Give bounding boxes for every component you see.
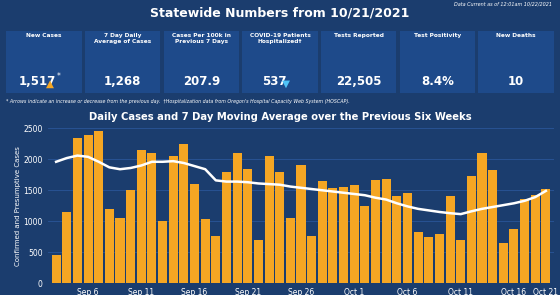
Bar: [83, 135, 92, 283]
Text: New Deaths: New Deaths: [496, 33, 536, 38]
Text: ▼: ▼: [282, 78, 290, 88]
Text: Statewide Numbers from 10/21/2021: Statewide Numbers from 10/21/2021: [150, 7, 410, 20]
Bar: [542, 189, 550, 283]
Bar: [62, 212, 71, 283]
Bar: [94, 132, 103, 283]
Bar: [200, 219, 209, 283]
Bar: [232, 153, 242, 283]
Bar: [520, 199, 529, 283]
Bar: [414, 232, 423, 283]
Bar: [488, 170, 497, 283]
Bar: [403, 194, 412, 283]
Text: New Cases: New Cases: [26, 33, 62, 38]
Bar: [510, 229, 519, 283]
Bar: [456, 240, 465, 283]
Bar: [328, 188, 338, 283]
Bar: [158, 221, 167, 283]
Bar: [467, 176, 476, 283]
Text: 1,268: 1,268: [104, 76, 141, 88]
Bar: [360, 206, 370, 283]
Bar: [446, 196, 455, 283]
Bar: [275, 172, 284, 283]
Bar: [169, 156, 178, 283]
Bar: [349, 185, 359, 283]
Text: 8.4%: 8.4%: [421, 76, 454, 88]
Bar: [424, 237, 433, 283]
Text: * Arrows indicate an increase or decrease from the previous day.  †Hospitalizati: * Arrows indicate an increase or decreas…: [6, 99, 349, 104]
Bar: [435, 234, 444, 283]
Text: 10: 10: [508, 76, 524, 88]
Text: Tests Reported: Tests Reported: [334, 33, 384, 38]
Bar: [73, 137, 82, 283]
Text: Cases Per 100k in
Previous 7 Days: Cases Per 100k in Previous 7 Days: [172, 33, 231, 44]
Bar: [264, 156, 274, 283]
Bar: [393, 196, 402, 283]
Text: COVID-19 Patients
Hospitalized†: COVID-19 Patients Hospitalized†: [250, 33, 310, 44]
Text: ▲: ▲: [46, 78, 54, 88]
Text: 7 Day Daily
Average of Cases: 7 Day Daily Average of Cases: [94, 33, 151, 44]
Bar: [190, 184, 199, 283]
Bar: [296, 165, 306, 283]
Bar: [307, 236, 316, 283]
Text: Test Positivity: Test Positivity: [414, 33, 461, 38]
Bar: [371, 180, 380, 283]
Bar: [222, 172, 231, 283]
Text: 207.9: 207.9: [183, 76, 220, 88]
Bar: [318, 181, 327, 283]
Bar: [531, 195, 540, 283]
Bar: [179, 144, 188, 283]
Y-axis label: Confirmed and Presumptive Cases: Confirmed and Presumptive Cases: [15, 146, 21, 266]
Bar: [105, 209, 114, 283]
Text: 22,505: 22,505: [336, 76, 381, 88]
Bar: [211, 236, 220, 283]
Bar: [478, 153, 487, 283]
Bar: [126, 190, 135, 283]
Bar: [115, 218, 124, 283]
Text: Data Current as of 12:01am 10/22/2021: Data Current as of 12:01am 10/22/2021: [454, 1, 552, 6]
Text: 1,517: 1,517: [19, 76, 57, 88]
Text: 537: 537: [262, 76, 286, 88]
Bar: [137, 150, 146, 283]
Bar: [286, 218, 295, 283]
Text: Daily Cases and 7 Day Moving Average over the Previous Six Weeks: Daily Cases and 7 Day Moving Average ove…: [88, 112, 472, 122]
Text: *: *: [57, 72, 61, 81]
Bar: [254, 240, 263, 283]
Bar: [243, 168, 253, 283]
Bar: [52, 255, 60, 283]
Bar: [382, 178, 391, 283]
Bar: [339, 186, 348, 283]
Bar: [499, 243, 508, 283]
Bar: [147, 153, 156, 283]
